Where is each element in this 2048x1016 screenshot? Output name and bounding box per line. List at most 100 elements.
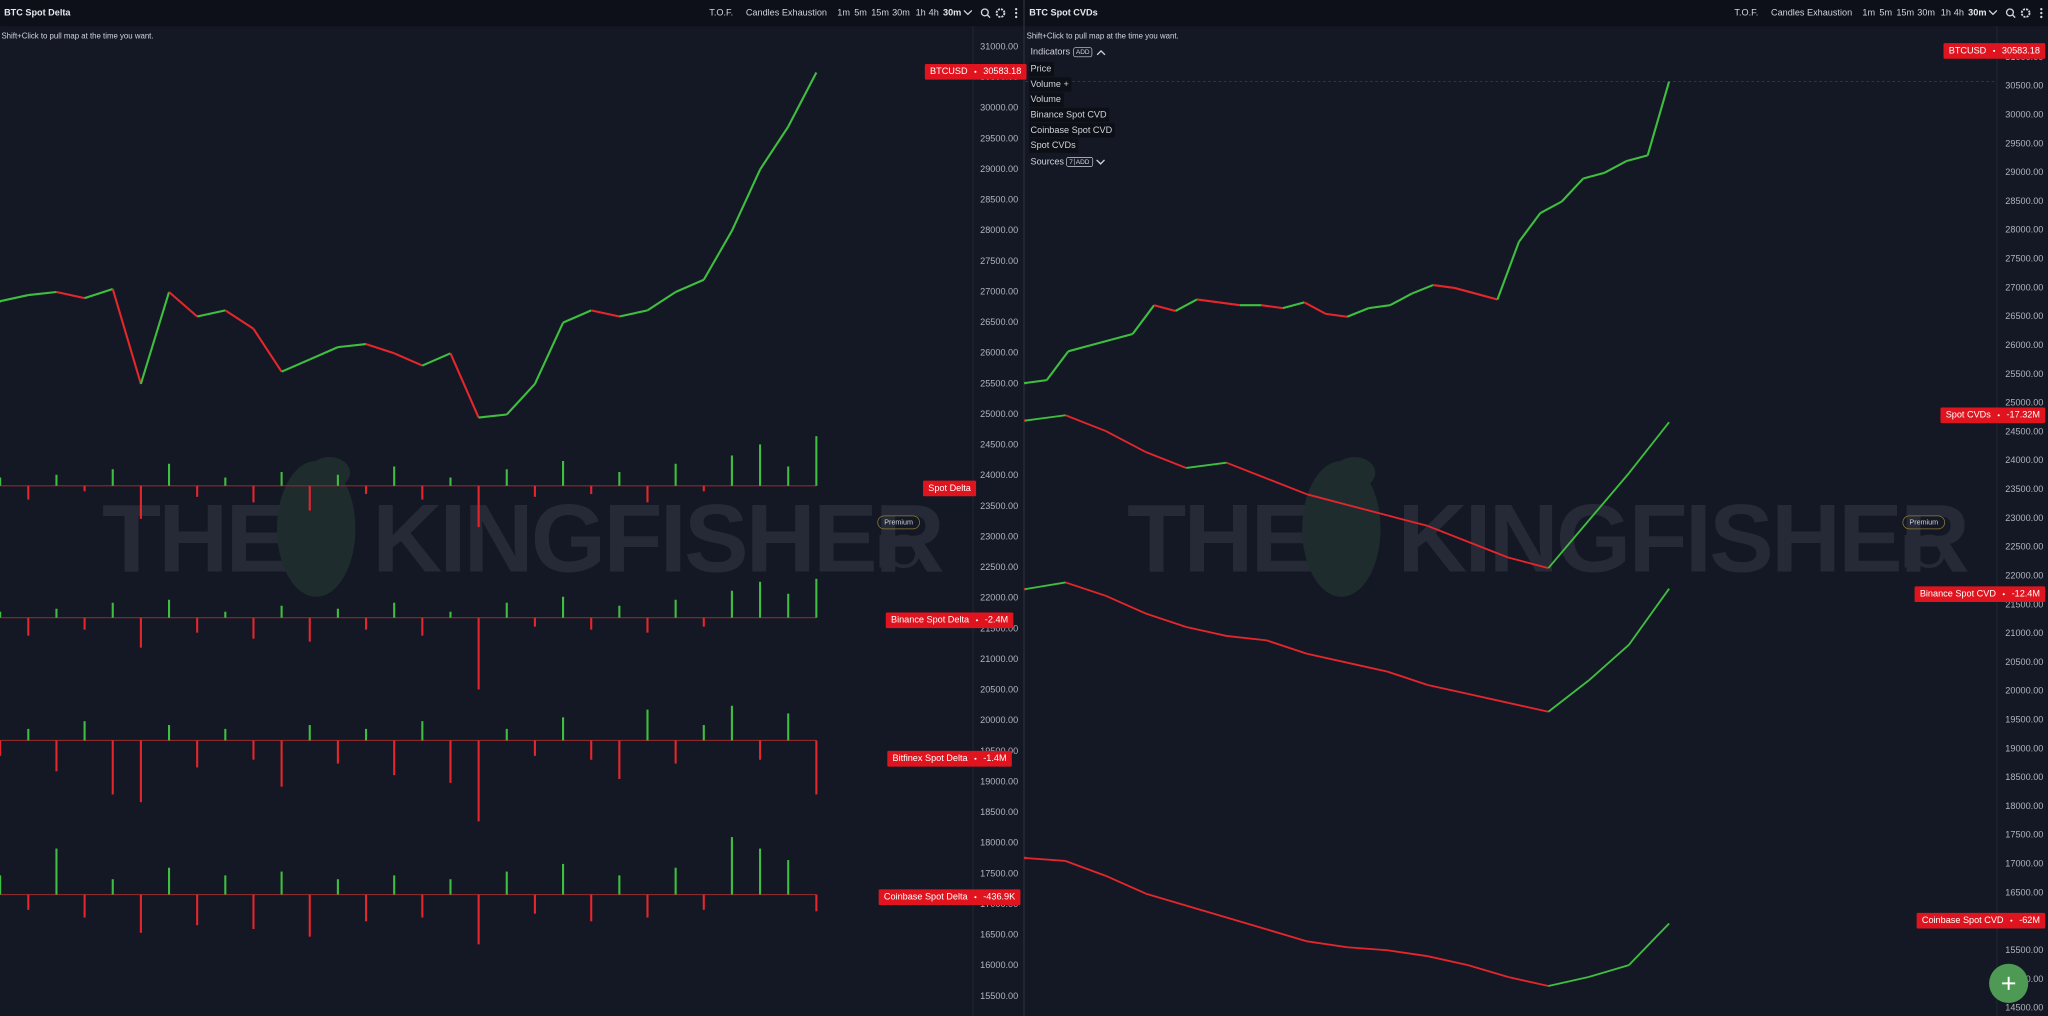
- menu-item[interactable]: Volume +: [1031, 79, 1069, 89]
- sources-caret[interactable]: [1096, 159, 1105, 165]
- selected-interval[interactable]: 30m: [1968, 7, 1986, 17]
- separator-dot: [2002, 593, 2005, 596]
- interval-button[interactable]: 4h: [1954, 7, 1964, 17]
- value-tag-bg: [885, 612, 1014, 629]
- y-tick-label: 19000.00: [2005, 743, 2043, 753]
- y-tick-label: 29000.00: [980, 164, 1018, 174]
- menu-title[interactable]: Indicators: [1031, 47, 1071, 57]
- price-candle: [1475, 292, 1498, 301]
- dropdown-caret[interactable]: [963, 9, 973, 16]
- interval-button[interactable]: 5m: [1879, 7, 1892, 17]
- cvd-segment: [1427, 525, 1469, 543]
- y-tick-label: 29500.00: [2005, 138, 2043, 148]
- settings-icon[interactable]: [995, 8, 1006, 18]
- y-tick-label: 20500.00: [980, 685, 1018, 695]
- cvd-segment: [1306, 652, 1348, 664]
- cvd-segment: [1105, 594, 1147, 615]
- toolbar-mode[interactable]: T.O.F.: [709, 7, 733, 17]
- add-button[interactable]: [1989, 963, 2029, 1003]
- price-candle: [1067, 344, 1090, 353]
- price-candle: [1432, 284, 1455, 289]
- menu-item[interactable]: Binance Spot CVD: [1031, 109, 1107, 119]
- y-tick-label: 27000.00: [2005, 282, 2043, 292]
- menu-add-box[interactable]: [1073, 47, 1093, 58]
- price-candle: [759, 126, 790, 171]
- separator-dot: [974, 70, 977, 73]
- price-candle: [702, 230, 733, 281]
- separator-dot: [2010, 919, 2013, 922]
- selected-interval[interactable]: 30m: [943, 7, 961, 17]
- value-tag-name: Coinbase Spot Delta: [884, 892, 969, 902]
- search-icon[interactable]: [980, 8, 989, 17]
- interval-button[interactable]: 1h: [916, 7, 926, 17]
- search-icon: [2012, 14, 2016, 19]
- y-tick-label: 20500.00: [2005, 657, 2043, 667]
- panel-title: BTC Spot Delta: [4, 7, 71, 17]
- menu-item[interactable]: Spot CVDs: [1031, 140, 1077, 150]
- cvd-segment: [1145, 612, 1187, 628]
- toolbar-study[interactable]: Candles Exhaustion: [746, 7, 827, 17]
- interval-button[interactable]: 5m: [854, 7, 867, 17]
- menu-item[interactable]: Volume: [1031, 94, 1061, 104]
- sources-box[interactable]: [1066, 157, 1094, 167]
- menu-item[interactable]: Price: [1031, 64, 1052, 74]
- search-icon[interactable]: [2005, 8, 2015, 17]
- dropdown-caret[interactable]: [1988, 9, 1998, 16]
- cvd-segment: [1507, 976, 1549, 987]
- interval-button[interactable]: 15m: [871, 7, 889, 17]
- y-tick-label: 24500.00: [2005, 426, 2043, 436]
- menu-add[interactable]: ADD: [1076, 49, 1090, 56]
- value-tag: Coinbase Spot Delta -436.9K: [878, 889, 1021, 905]
- interval-button[interactable]: 1h: [1941, 7, 1951, 17]
- y-tick-label: 28000.00: [2005, 225, 2043, 235]
- price-candle: [730, 169, 762, 232]
- price-candle: [1625, 154, 1648, 163]
- more-icon[interactable]: [1014, 7, 1018, 11]
- y-tick-label: 31000.00: [980, 41, 1018, 51]
- price-candle: [28, 290, 57, 297]
- price-candle: [1604, 160, 1627, 174]
- toolbar-mode[interactable]: T.O.F.: [1734, 7, 1758, 17]
- interval-button[interactable]: 1m: [1862, 7, 1875, 17]
- cvd-segment: [1266, 477, 1308, 496]
- price-candle: [1131, 304, 1155, 335]
- cvd-segment: [1025, 581, 1066, 591]
- menu-item-bg: [1029, 123, 1115, 138]
- sources-add[interactable]: ADD: [1076, 159, 1090, 166]
- cvd-segment: [1507, 556, 1549, 569]
- toolbar-study[interactable]: Candles Exhaustion: [1771, 7, 1852, 17]
- price-candle: [449, 352, 480, 419]
- interval-button[interactable]: 30m: [892, 7, 910, 17]
- price-candle: [1175, 298, 1198, 312]
- price-candle: [1325, 312, 1348, 318]
- interval-button[interactable]: 15m: [1896, 7, 1914, 17]
- interval-button[interactable]: 4h: [929, 7, 939, 17]
- y-tick-label: 18500.00: [2005, 772, 2043, 782]
- y-tick-label: 23500.00: [980, 501, 1018, 511]
- price-candle: [675, 278, 705, 293]
- y-tick-label: 23500.00: [2005, 484, 2043, 494]
- more-icon[interactable]: [1014, 11, 1018, 15]
- more-icon[interactable]: [1014, 15, 1018, 19]
- price-candle: [1282, 301, 1305, 310]
- menu-caret[interactable]: [1096, 50, 1106, 56]
- interval-button[interactable]: 1m: [837, 7, 850, 17]
- watermark-suffix: .IO: [1890, 524, 1946, 577]
- value-tag-name: Spot CVDs: [1946, 410, 1992, 420]
- more-icon[interactable]: [2040, 11, 2043, 15]
- more-icon[interactable]: [2040, 15, 2043, 19]
- cvd-segment: [1105, 875, 1147, 895]
- settings-icon[interactable]: [2020, 8, 2031, 18]
- menu-item[interactable]: Coinbase Spot CVD: [1031, 125, 1113, 135]
- watermark-bird: [308, 457, 351, 489]
- cvd-segment: [1226, 461, 1268, 480]
- cvd-segment: [1306, 940, 1348, 949]
- price-candle: [1110, 333, 1133, 341]
- menu-sources[interactable]: Sources: [1031, 156, 1065, 166]
- y-tick-label: 30500.00: [2005, 81, 2043, 91]
- value-tag-name: Spot Delta: [928, 483, 972, 493]
- more-icon[interactable]: [2040, 7, 2043, 11]
- interval-button[interactable]: 30m: [1917, 7, 1935, 17]
- y-tick-label: 23000.00: [2005, 513, 2043, 523]
- y-tick-label: 24000.00: [2005, 455, 2043, 465]
